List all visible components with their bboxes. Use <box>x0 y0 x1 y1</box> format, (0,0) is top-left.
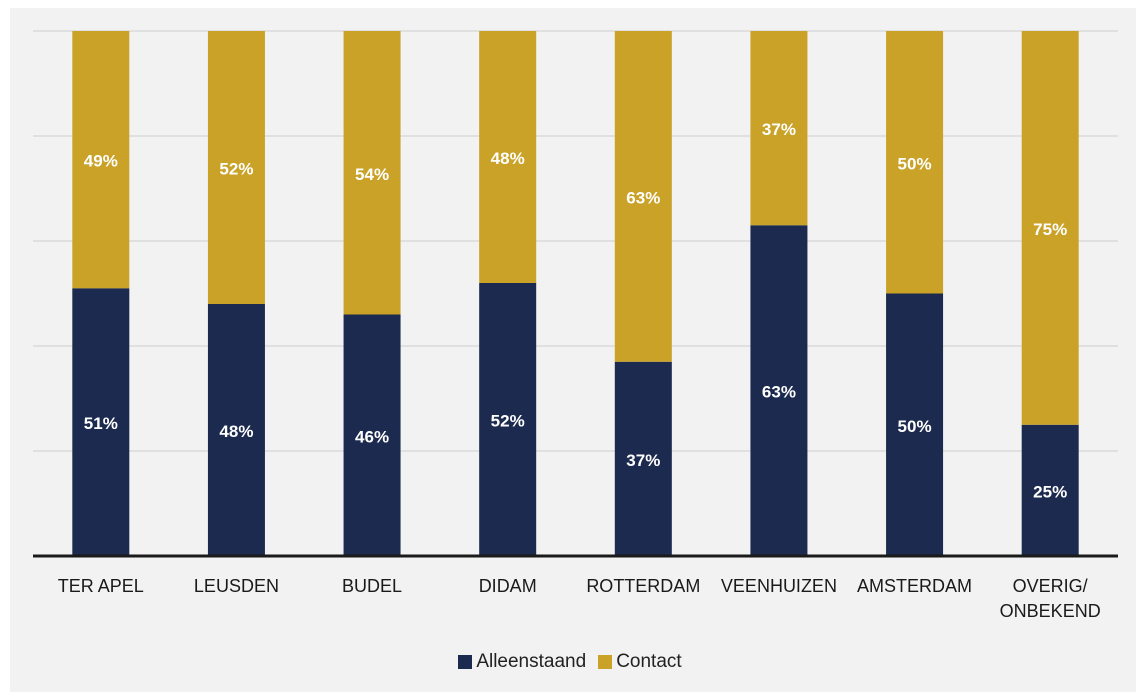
data-label-contact: 54% <box>355 165 389 184</box>
bar-contact <box>72 31 130 289</box>
bar-contact <box>479 31 537 283</box>
data-label-alleenstaand: 63% <box>762 383 796 402</box>
bar-contact <box>750 31 808 226</box>
x-tick-label: VEENHUIZEN <box>721 576 837 596</box>
bar-contact <box>207 31 265 304</box>
legend-swatch-alleenstaand <box>458 655 473 669</box>
bar-alleenstaand <box>614 361 672 556</box>
chart-background <box>10 8 1136 692</box>
bar-alleenstaand <box>72 288 130 556</box>
x-tick-label: TER APEL <box>58 576 144 596</box>
data-label-contact: 37% <box>762 120 796 139</box>
data-label-alleenstaand: 50% <box>898 417 932 436</box>
data-label-alleenstaand: 52% <box>491 412 525 431</box>
data-label-contact: 50% <box>898 154 932 173</box>
bar-contact <box>1021 31 1079 425</box>
bar-alleenstaand <box>479 283 537 556</box>
legend-label-alleenstaand: Alleenstaand <box>476 651 587 672</box>
data-label-contact: 48% <box>491 149 525 168</box>
data-label-contact: 52% <box>219 160 253 179</box>
legend-item-contact: Contact <box>598 651 682 673</box>
chart-legend: Alleenstaand Contact <box>0 651 1140 673</box>
legend-item-alleenstaand: Alleenstaand <box>458 651 586 673</box>
bar-alleenstaand <box>343 314 401 556</box>
data-label-alleenstaand: 37% <box>626 451 660 470</box>
x-tick-label: ONBEKEND <box>1000 601 1101 621</box>
x-tick-label: LEUSDEN <box>194 576 279 596</box>
bar-contact <box>886 31 944 294</box>
bar-alleenstaand <box>1021 424 1079 556</box>
data-label-contact: 49% <box>84 152 118 171</box>
bar-alleenstaand <box>886 293 944 556</box>
data-label-alleenstaand: 25% <box>1033 482 1067 501</box>
bar-contact <box>614 31 672 362</box>
x-tick-label: DIDAM <box>479 576 537 596</box>
x-tick-label: ROTTERDAM <box>586 576 700 596</box>
data-label-alleenstaand: 46% <box>355 427 389 446</box>
data-label-contact: 75% <box>1033 220 1067 239</box>
data-label-alleenstaand: 48% <box>219 422 253 441</box>
legend-label-contact: Contact <box>616 651 682 672</box>
x-tick-label: AMSTERDAM <box>857 576 972 596</box>
x-tick-label: BUDEL <box>342 576 402 596</box>
bar-alleenstaand <box>207 304 265 556</box>
bar-contact <box>343 31 401 315</box>
legend-swatch-contact <box>598 655 613 669</box>
x-tick-label: OVERIG/ <box>1013 576 1088 596</box>
bar-alleenstaand <box>750 225 808 556</box>
data-label-contact: 63% <box>626 188 660 207</box>
data-label-alleenstaand: 51% <box>84 414 118 433</box>
